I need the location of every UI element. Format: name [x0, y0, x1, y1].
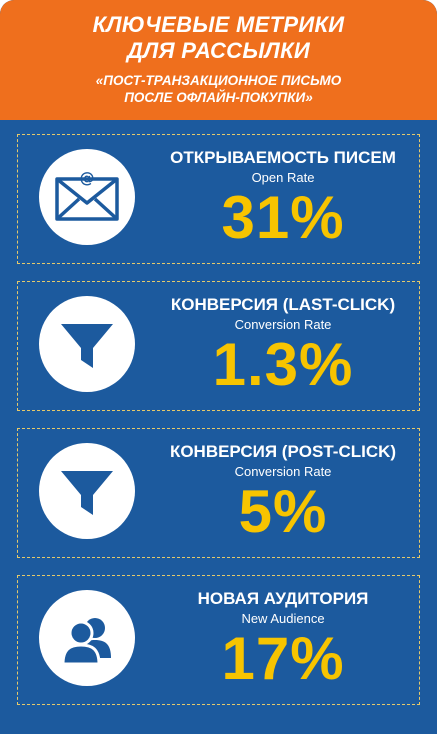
- funnel-icon: [39, 296, 135, 392]
- metric-text: НОВАЯ АУДИТОРИЯ New Audience 17%: [149, 576, 417, 691]
- metric-open-rate: @ ОТКРЫВАЕМОСТЬ ПИСЕМ Open Rate 31%: [17, 134, 420, 264]
- metric-conversion-last-click: КОНВЕРСИЯ (LAST-CLICK) Conversion Rate 1…: [17, 281, 420, 411]
- metric-value: 17%: [221, 625, 345, 692]
- envelope-icon: @: [39, 149, 135, 245]
- funnel-icon: [39, 443, 135, 539]
- metric-new-audience: НОВАЯ АУДИТОРИЯ New Audience 17%: [17, 575, 420, 705]
- title-line-1: КЛЮЧЕВЫЕ МЕТРИКИ: [92, 12, 345, 37]
- page-subtitle: «ПОСТ-ТРАНЗАКЦИОННОЕ ПИСЬМО ПОСЛЕ ОФЛАЙН…: [0, 72, 437, 106]
- metric-text: КОНВЕРСИЯ (POST-CLICK) Conversion Rate 5…: [149, 429, 417, 544]
- metric-conversion-post-click: КОНВЕРСИЯ (POST-CLICK) Conversion Rate 5…: [17, 428, 420, 558]
- title-line-2: ДЛЯ РАССЫЛКИ: [126, 38, 311, 63]
- header-banner: КЛЮЧЕВЫЕ МЕТРИКИ ДЛЯ РАССЫЛКИ «ПОСТ-ТРАН…: [0, 0, 437, 120]
- metric-text: КОНВЕРСИЯ (LAST-CLICK) Conversion Rate 1…: [149, 282, 417, 397]
- metric-title: КОНВЕРСИЯ (POST-CLICK): [169, 442, 397, 461]
- subtitle-line-1: «ПОСТ-ТРАНЗАКЦИОННОЕ ПИСЬМО: [95, 73, 342, 88]
- metric-title: ОТКРЫВАЕМОСТЬ ПИСЕМ: [170, 148, 396, 167]
- metric-subtitle: Open Rate: [251, 170, 315, 185]
- page-title: КЛЮЧЕВЫЕ МЕТРИКИ ДЛЯ РАССЫЛКИ: [0, 12, 437, 64]
- svg-text:@: @: [80, 169, 95, 187]
- metric-title: НОВАЯ АУДИТОРИЯ: [197, 589, 369, 608]
- users-icon: [39, 590, 135, 686]
- metric-value: 5%: [238, 478, 328, 545]
- metric-value: 31%: [221, 184, 345, 251]
- metric-subtitle: Conversion Rate: [234, 464, 332, 479]
- subtitle-line-2: ПОСЛЕ ОФЛАЙН-ПОКУПКИ»: [124, 90, 313, 105]
- metric-subtitle: New Audience: [241, 611, 325, 626]
- metric-value: 1.3%: [212, 331, 354, 398]
- metric-title: КОНВЕРСИЯ (LAST-CLICK): [170, 295, 396, 314]
- metric-subtitle: Conversion Rate: [234, 317, 332, 332]
- metric-text: ОТКРЫВАЕМОСТЬ ПИСЕМ Open Rate 31%: [149, 135, 417, 250]
